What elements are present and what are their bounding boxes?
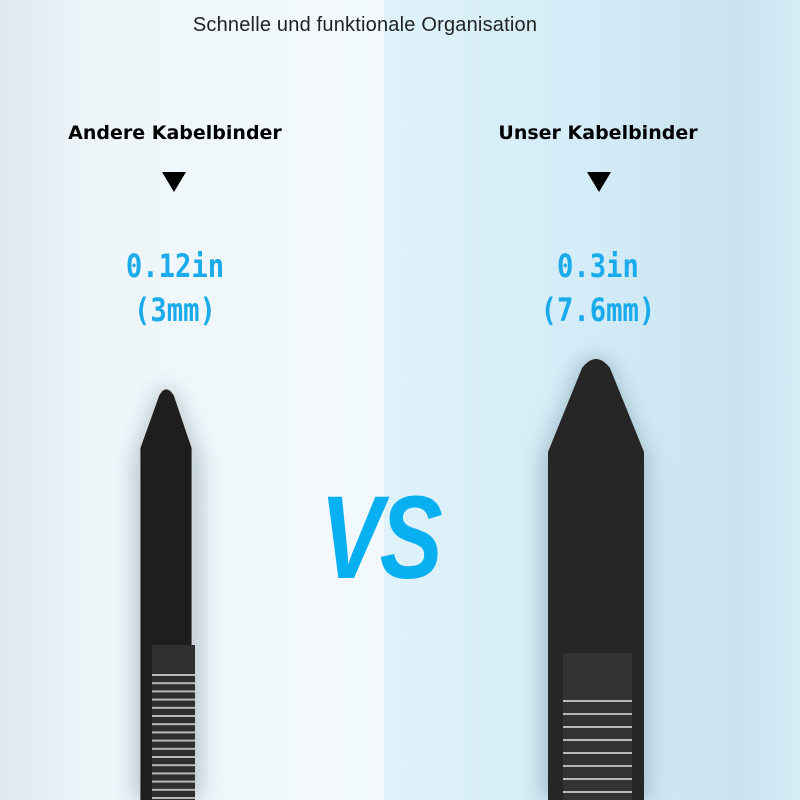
right-label: Unser Kabelbinder <box>498 122 698 144</box>
right-size-mm: (7.6mm) <box>540 291 656 329</box>
down-arrow-icon <box>162 172 186 192</box>
tie-tooth <box>152 756 195 758</box>
tie-tooth <box>563 726 632 728</box>
tie-tooth <box>152 698 195 701</box>
left-size-in: 0.12in <box>125 247 225 285</box>
tie-tooth <box>563 791 632 793</box>
tie-tooth <box>563 765 632 767</box>
down-arrow-icon <box>587 172 611 192</box>
page-title: Schnelle und funktionale Organisation <box>192 14 538 36</box>
tie-tooth <box>563 739 632 741</box>
tie-tooth <box>152 731 195 734</box>
vs-text: VS <box>320 472 443 604</box>
tie-tooth <box>152 764 195 767</box>
tie-tooth <box>152 690 195 693</box>
tie-tooth <box>152 682 195 685</box>
left-size-mm: (3mm) <box>134 291 216 329</box>
left-label: Andere Kabelbinder <box>68 122 282 144</box>
right-size-in: 0.3in <box>557 247 639 285</box>
tie-tooth <box>563 713 632 715</box>
tie-tooth <box>152 739 195 742</box>
tie-tooth <box>152 715 195 717</box>
tie-tooth <box>563 700 632 702</box>
left-cable-tie <box>132 387 203 800</box>
tie-tooth <box>152 788 195 791</box>
tie-tooth <box>152 772 195 775</box>
tie-tooth <box>563 752 632 754</box>
tie-tooth <box>152 723 195 726</box>
tie-tooth <box>152 797 195 799</box>
tie-tooth <box>152 747 195 750</box>
tie-tooth <box>152 706 195 709</box>
tie-tooth <box>563 778 632 780</box>
tie-tooth <box>152 674 195 676</box>
right-cable-tie <box>540 356 650 800</box>
tie-tooth <box>152 780 195 783</box>
